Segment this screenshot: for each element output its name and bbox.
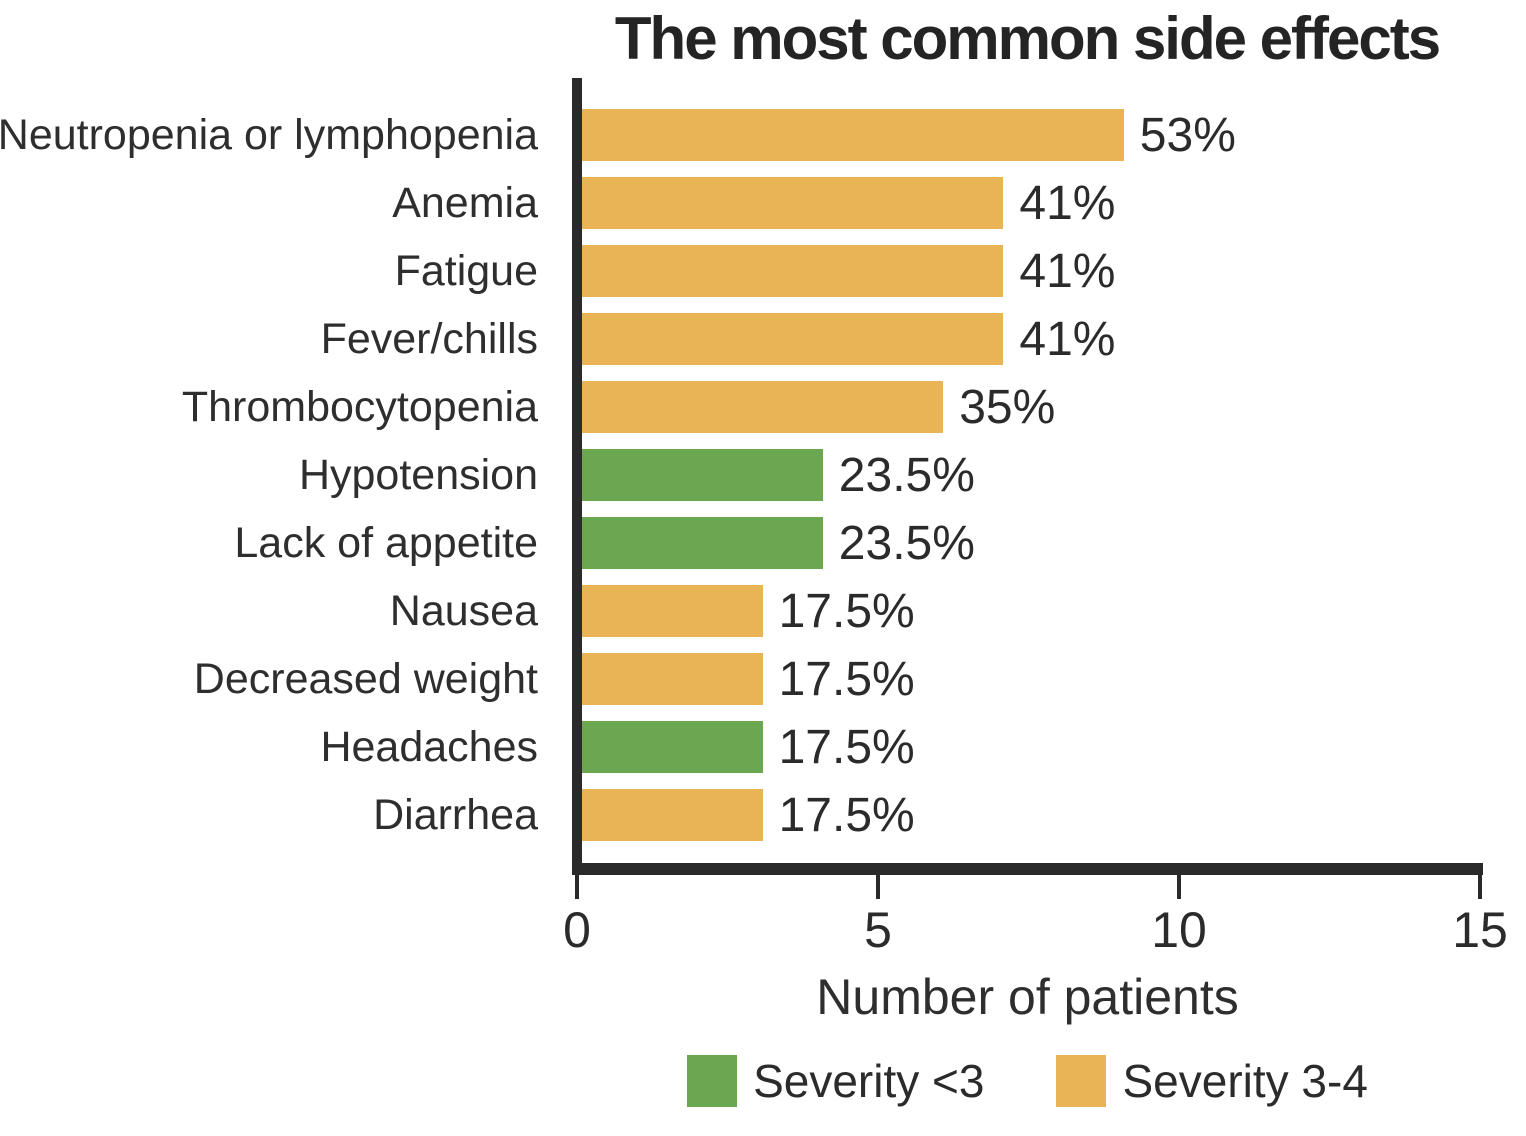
legend-swatch bbox=[1056, 1055, 1107, 1107]
value-label: 41% bbox=[1019, 176, 1116, 230]
category-label: Hypotension bbox=[298, 450, 538, 499]
bar-row-diarrhea: Diarrhea 17.5% bbox=[0, 781, 1526, 849]
bar-track: 41% bbox=[582, 312, 1485, 366]
x-axis-line bbox=[572, 863, 1483, 875]
bar-diarrhea bbox=[582, 789, 763, 841]
category-label: Neutropenia or lymphopenia bbox=[0, 110, 538, 159]
value-label: 17.5% bbox=[778, 720, 915, 774]
x-tick-label: 5 bbox=[864, 902, 892, 958]
bar-lack-of-appetite bbox=[582, 517, 823, 569]
bar-track: 17.5% bbox=[582, 720, 1485, 774]
x-tick-label: 10 bbox=[1151, 902, 1207, 958]
bar-track: 17.5% bbox=[582, 652, 1485, 706]
bar-neutropenia-or-lymphopenia bbox=[582, 109, 1124, 161]
bar-fatigue bbox=[582, 245, 1004, 297]
value-label: 35% bbox=[959, 380, 1056, 434]
category-label: Fatigue bbox=[394, 246, 538, 295]
x-tick-label: 0 bbox=[563, 902, 591, 958]
value-label: 17.5% bbox=[778, 652, 915, 706]
plot-area: Neutropenia or lymphopenia 53% Anemia 41% Fa… bbox=[0, 101, 1526, 849]
legend: Severity <3 Severity 3-4 bbox=[572, 1054, 1483, 1108]
bar-row-thrombocytopenia: Thrombocytopenia 35% bbox=[0, 373, 1526, 441]
bar-hypotension bbox=[582, 449, 823, 501]
value-label: 17.5% bbox=[778, 584, 915, 638]
bar-row-neutropenia-or-lymphopenia: Neutropenia or lymphopenia 53% bbox=[0, 101, 1526, 169]
chart-title: The most common side effects bbox=[614, 5, 1441, 72]
value-label: 53% bbox=[1139, 108, 1236, 162]
bar-decreased-weight bbox=[582, 653, 763, 705]
value-label: 23.5% bbox=[838, 448, 975, 502]
bar-track: 17.5% bbox=[582, 788, 1485, 842]
x-tick bbox=[1478, 875, 1482, 899]
x-axis-title: Number of patients bbox=[816, 969, 1239, 1025]
bar-thrombocytopenia bbox=[582, 381, 944, 433]
bar-track: 35% bbox=[582, 380, 1485, 434]
bar-row-anemia: Anemia 41% bbox=[0, 169, 1526, 237]
bar-fever-chills bbox=[582, 313, 1004, 365]
legend-label: Severity <3 bbox=[753, 1055, 985, 1107]
bar-track: 23.5% bbox=[582, 516, 1485, 570]
category-label: Anemia bbox=[392, 178, 538, 227]
category-label: Headaches bbox=[320, 722, 538, 771]
bar-track: 23.5% bbox=[582, 448, 1485, 502]
bar-track: 41% bbox=[582, 244, 1485, 298]
category-label: Lack of appetite bbox=[234, 518, 538, 567]
bar-row-lack-of-appetite: Lack of appetite 23.5% bbox=[0, 509, 1526, 577]
legend-swatch bbox=[687, 1055, 738, 1107]
y-axis-line bbox=[572, 78, 582, 875]
bar-anemia bbox=[582, 177, 1004, 229]
legend-label: Severity 3-4 bbox=[1122, 1055, 1368, 1107]
category-label: Thrombocytopenia bbox=[181, 382, 538, 431]
x-tick-label: 15 bbox=[1452, 902, 1508, 958]
x-tick bbox=[876, 875, 880, 899]
value-label: 41% bbox=[1019, 244, 1116, 298]
value-label: 41% bbox=[1019, 312, 1116, 366]
value-label: 17.5% bbox=[778, 788, 915, 842]
bar-row-headaches: Headaches 17.5% bbox=[0, 713, 1526, 781]
bar-row-decreased-weight: Decreased weight 17.5% bbox=[0, 645, 1526, 713]
value-label: 23.5% bbox=[838, 516, 975, 570]
category-label: Nausea bbox=[389, 586, 538, 635]
bar-row-fever-chills: Fever/chills 41% bbox=[0, 305, 1526, 373]
legend-item-severity-3-4: Severity 3-4 bbox=[1056, 1054, 1368, 1108]
bar-track: 17.5% bbox=[582, 584, 1485, 638]
category-label: Fever/chills bbox=[320, 314, 538, 363]
category-label: Decreased weight bbox=[193, 654, 538, 703]
bar-row-fatigue: Fatigue 41% bbox=[0, 237, 1526, 305]
legend-item-severity-3: Severity <3 bbox=[687, 1054, 984, 1108]
bar-track: 41% bbox=[582, 176, 1485, 230]
x-tick bbox=[575, 875, 579, 899]
bar-track: 53% bbox=[582, 108, 1485, 162]
bar-row-nausea: Nausea 17.5% bbox=[0, 577, 1526, 645]
bar-headaches bbox=[582, 721, 763, 773]
category-label: Diarrhea bbox=[373, 790, 538, 839]
x-tick bbox=[1177, 875, 1181, 899]
bar-nausea bbox=[582, 585, 763, 637]
bar-row-hypotension: Hypotension 23.5% bbox=[0, 441, 1526, 509]
